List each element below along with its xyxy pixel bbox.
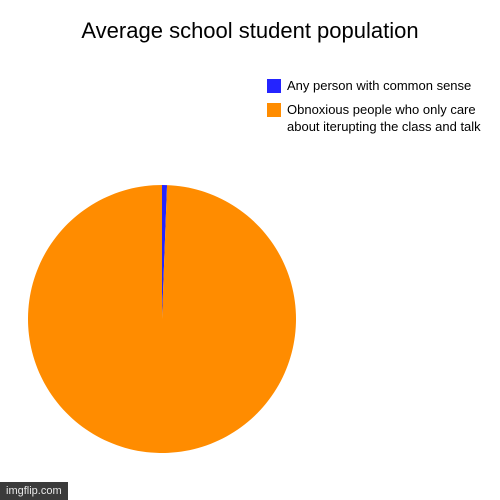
legend-swatch-icon <box>267 103 281 117</box>
pie-chart <box>28 185 296 458</box>
legend: Any person with common sense Obnoxious p… <box>267 78 482 143</box>
legend-item: Any person with common sense <box>267 78 482 94</box>
chart-title: Average school student population <box>0 0 500 44</box>
legend-item: Obnoxious people who only care about ite… <box>267 102 482 135</box>
legend-label: Obnoxious people who only care about ite… <box>287 102 482 135</box>
watermark: imgflip.com <box>0 482 68 500</box>
legend-swatch-icon <box>267 79 281 93</box>
legend-label: Any person with common sense <box>287 78 471 94</box>
pie-svg <box>28 185 296 453</box>
